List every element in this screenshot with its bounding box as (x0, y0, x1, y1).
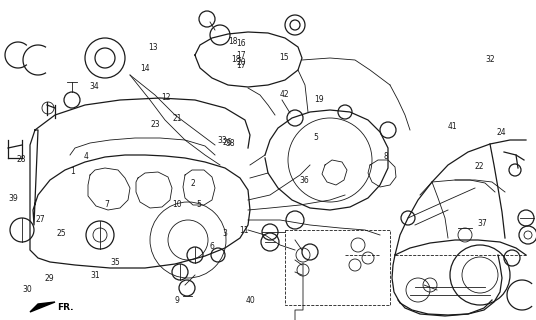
Text: 17: 17 (236, 52, 246, 60)
Text: 16: 16 (236, 39, 246, 48)
Text: 21: 21 (172, 114, 182, 123)
Text: 14: 14 (140, 64, 150, 73)
Text: 4: 4 (83, 152, 88, 161)
Text: 12: 12 (161, 93, 171, 102)
Text: 6: 6 (209, 242, 214, 251)
Text: 28: 28 (17, 156, 26, 164)
Text: 38: 38 (226, 140, 235, 148)
Text: 37: 37 (478, 220, 487, 228)
Text: 11: 11 (239, 226, 249, 235)
Text: 3: 3 (222, 229, 228, 238)
Text: 22: 22 (475, 162, 485, 171)
Text: FR.: FR. (57, 303, 73, 312)
Text: 39: 39 (8, 194, 18, 203)
Text: 7: 7 (105, 200, 110, 209)
Text: 24: 24 (496, 128, 506, 137)
Text: 31: 31 (91, 271, 100, 280)
Text: 15: 15 (279, 53, 289, 62)
Text: 8: 8 (384, 152, 388, 161)
Text: 5: 5 (314, 133, 319, 142)
Text: 27: 27 (35, 215, 45, 224)
Text: 10: 10 (172, 200, 182, 209)
Text: 34: 34 (89, 82, 99, 91)
Text: 33: 33 (218, 136, 227, 145)
Text: 32: 32 (486, 55, 495, 64)
Text: 35: 35 (110, 258, 120, 267)
Bar (285, 230, 390, 305)
Text: 9: 9 (174, 296, 180, 305)
Text: 29: 29 (44, 274, 54, 283)
Text: 30: 30 (22, 285, 32, 294)
Text: 18: 18 (228, 37, 238, 46)
Text: 2: 2 (191, 180, 195, 188)
Text: 20: 20 (236, 58, 246, 67)
Text: 42: 42 (279, 90, 289, 99)
Text: 36: 36 (300, 176, 309, 185)
Text: 17: 17 (236, 61, 246, 70)
Text: 25: 25 (57, 229, 66, 238)
Text: 40: 40 (246, 296, 256, 305)
Text: 41: 41 (448, 122, 458, 131)
Text: 1: 1 (70, 167, 75, 176)
Text: 23: 23 (151, 120, 160, 129)
Text: 19: 19 (314, 95, 324, 104)
Text: 5: 5 (196, 200, 201, 209)
Text: 13: 13 (148, 44, 158, 52)
Text: 18: 18 (231, 55, 241, 64)
Text: 26: 26 (223, 138, 233, 147)
Polygon shape (30, 302, 55, 312)
